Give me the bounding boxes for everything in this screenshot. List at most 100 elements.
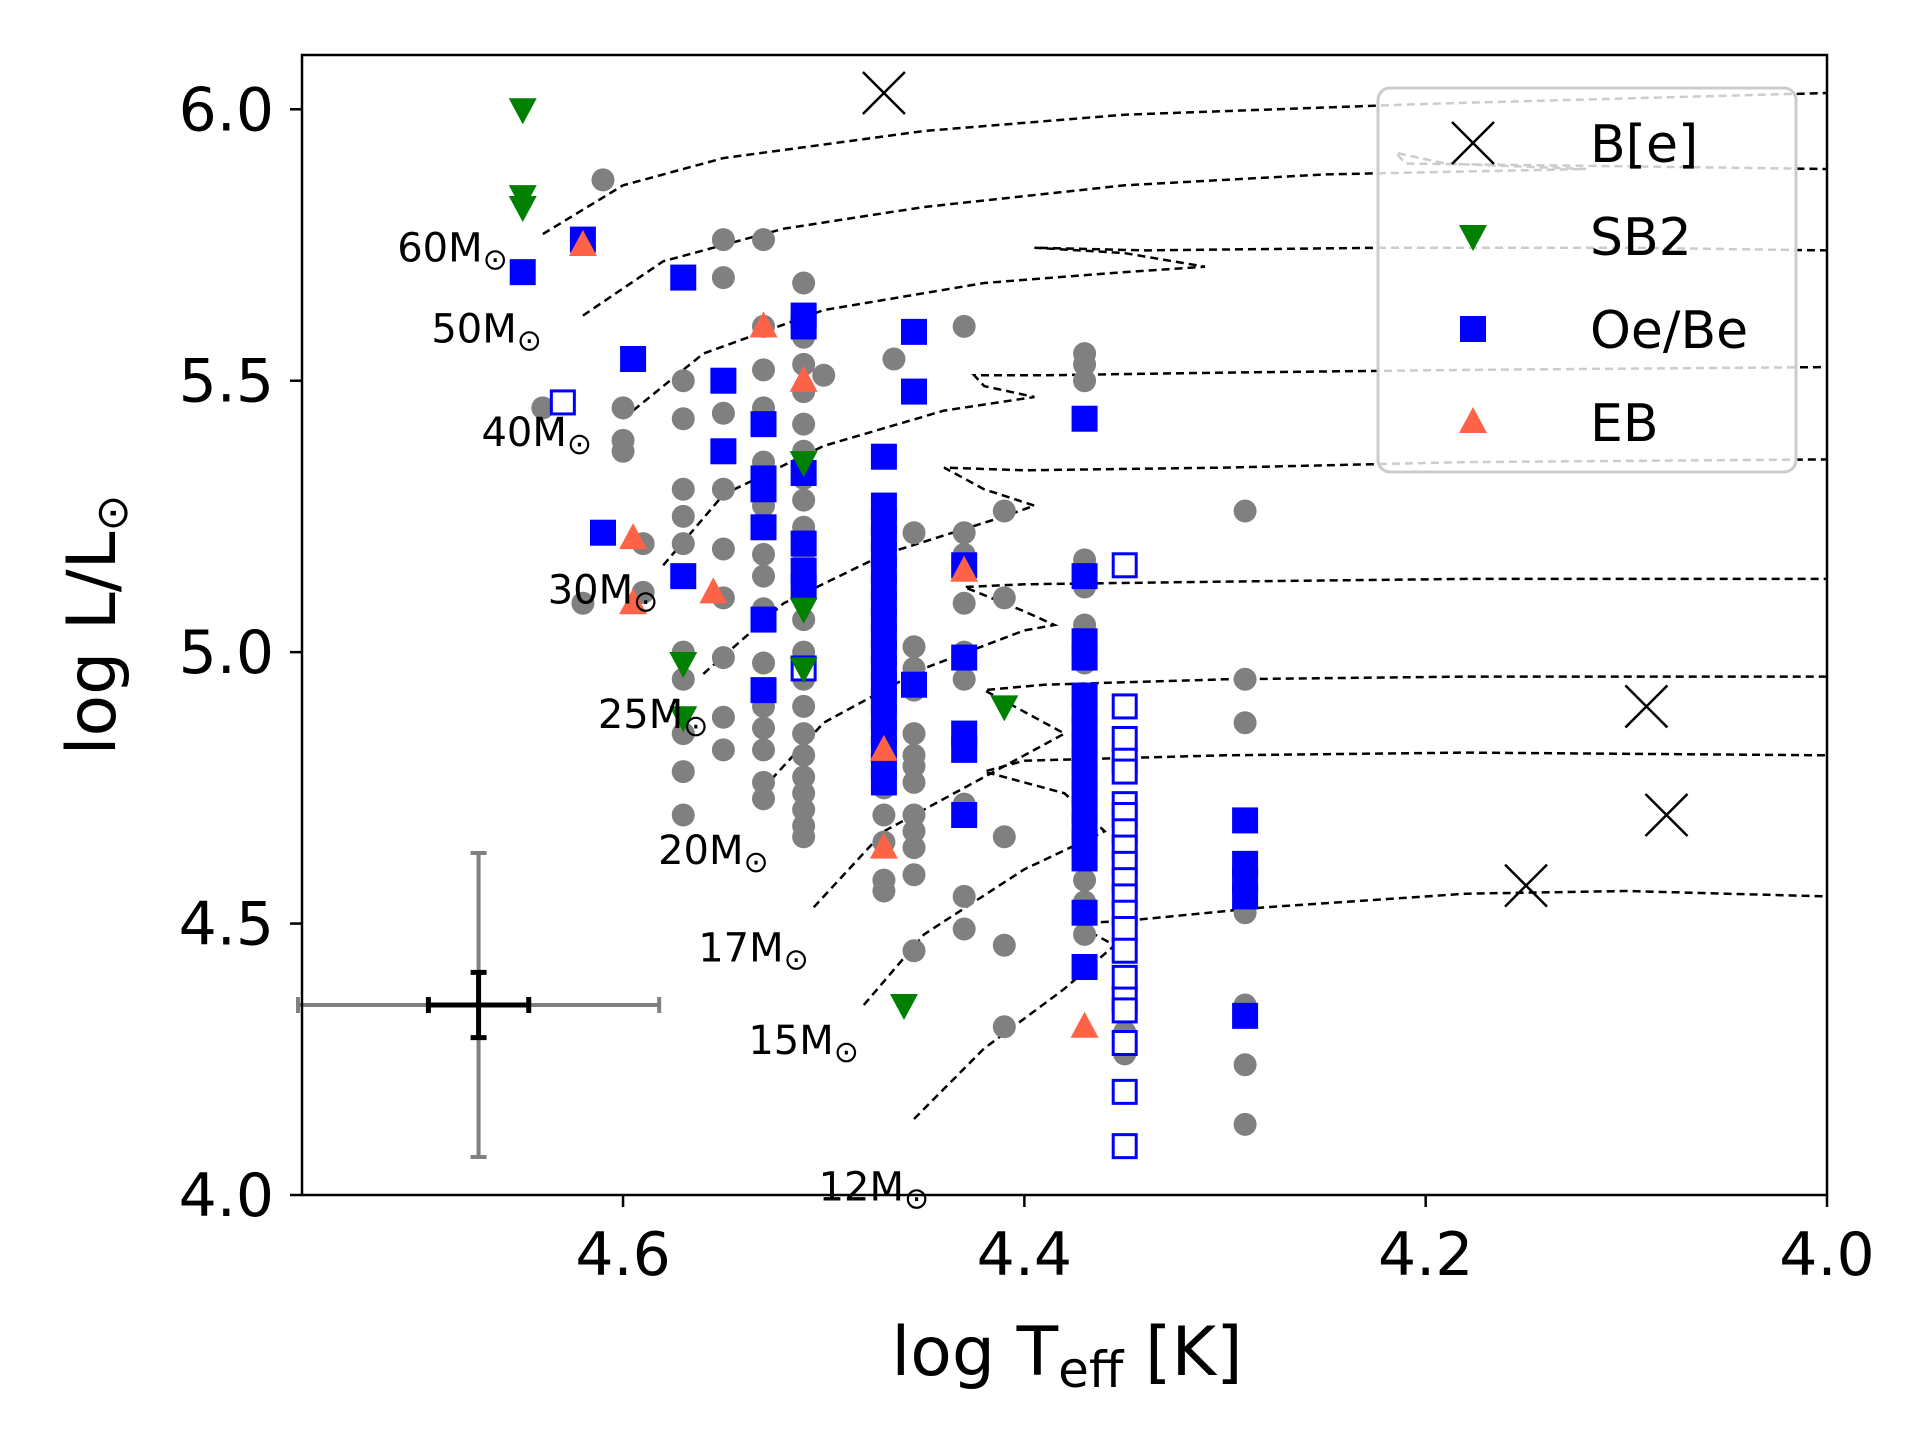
- x-tick-label: 4.6: [575, 1220, 670, 1290]
- gray-point: [792, 825, 816, 849]
- point-eb: [869, 734, 898, 761]
- y-tick-label: 4.0: [179, 1161, 274, 1231]
- legend-marker-sb2: [1459, 225, 1487, 251]
- gray-point: [792, 798, 816, 822]
- gray-point: [992, 1015, 1016, 1039]
- gray-point: [992, 499, 1016, 523]
- point-oe-be: [670, 563, 697, 590]
- point-oe-be: [750, 476, 777, 503]
- gray-point: [902, 836, 926, 860]
- point-b-e: [1624, 684, 1669, 729]
- point-eb: [1070, 1011, 1099, 1038]
- track-labels: 60M⊙ 50M⊙ 40M⊙ 30M⊙ 25M⊙ 20M⊙ 17M⊙ 15M⊙ 12M⊙: [397, 225, 929, 1216]
- gray-point: [671, 722, 695, 746]
- point-oe-be: [790, 313, 817, 340]
- gray-point: [711, 646, 735, 670]
- point-oe-be-open: [1111, 1133, 1138, 1160]
- track-label-15m: 15M⊙: [748, 1018, 859, 1070]
- gray-point: [752, 542, 776, 566]
- gray-point: [752, 770, 776, 794]
- gray-point: [952, 591, 976, 615]
- point-oe-be: [901, 318, 928, 345]
- point-b-e: [1504, 863, 1548, 908]
- point-eb: [869, 832, 898, 859]
- point-oe-be-open: [1111, 552, 1138, 579]
- gray-point: [752, 716, 776, 740]
- gray-point: [872, 803, 896, 827]
- track-label-25m: 25M⊙: [598, 692, 709, 744]
- gray-point: [792, 352, 816, 376]
- point-oe-be-open: [1111, 758, 1138, 785]
- point-sb2: [789, 597, 818, 624]
- point-oe-be-open: [1111, 1030, 1138, 1056]
- point-oe-be: [951, 736, 978, 763]
- point-oe-be: [951, 802, 978, 828]
- gray-point: [591, 168, 615, 192]
- point-eb: [749, 311, 778, 338]
- error-bar-example: [295, 851, 662, 1159]
- point-oe-be: [1071, 845, 1098, 872]
- gray-point: [952, 884, 976, 908]
- point-oe-be: [1232, 883, 1259, 910]
- error-bar-small: [425, 969, 532, 1041]
- y-axis-label: log L/L⊙: [53, 495, 138, 756]
- point-oe-be-open: [1111, 964, 1138, 991]
- gray-point: [1073, 369, 1097, 393]
- gray-point: [792, 722, 816, 746]
- gray-point: [792, 271, 816, 295]
- gray-point: [1233, 1053, 1257, 1077]
- point-b-e: [1644, 793, 1689, 837]
- point-sb2: [669, 706, 698, 733]
- track-label-50m: 50M⊙: [431, 307, 542, 359]
- track-30m: [662, 365, 1828, 567]
- legend-box: [1376, 86, 1798, 474]
- gray-point: [671, 407, 695, 431]
- gray-point: [992, 933, 1016, 957]
- point-oe-be-open: [1111, 1078, 1138, 1105]
- gray-point: [902, 754, 926, 778]
- legend-label-b-e: B[e]: [1590, 115, 1698, 175]
- point-sb2: [789, 657, 818, 684]
- gray-point: [671, 760, 695, 784]
- point-oe-be: [509, 259, 536, 286]
- track-label-60m: 60M⊙: [397, 225, 508, 277]
- gray-point: [902, 635, 926, 659]
- point-oe-be: [750, 411, 777, 438]
- x-tick-label: 4.2: [1378, 1220, 1473, 1290]
- gray-point: [1233, 499, 1257, 523]
- track-label-17m: 17M⊙: [698, 926, 809, 978]
- point-oe-be: [589, 519, 616, 546]
- y-axis-label-main: log L/L: [53, 531, 132, 755]
- x-axis-label-main: log T: [891, 1313, 1058, 1392]
- gray-point: [752, 564, 776, 588]
- gray-point: [902, 521, 926, 545]
- track-15m: [862, 751, 1828, 1006]
- legend: B[e] SB2 Oe/Be EB: [1376, 86, 1798, 474]
- gray-point: [792, 488, 816, 512]
- legend-label-oe-be: Oe/Be: [1590, 301, 1748, 361]
- gray-point: [882, 347, 906, 371]
- gray-point: [752, 358, 776, 382]
- point-eb: [950, 555, 979, 582]
- point-oe-be: [951, 644, 978, 671]
- gray-point: [902, 939, 926, 963]
- gray-point: [792, 765, 816, 789]
- legend-marker-b-e: [1451, 121, 1495, 165]
- point-eb: [619, 523, 648, 550]
- point-oe-be-open: [1111, 693, 1138, 720]
- point-oe-be-open: [549, 389, 576, 416]
- point-oe-be: [1071, 899, 1098, 926]
- gray-point: [952, 667, 976, 691]
- gray-point: [711, 401, 735, 425]
- gray-point: [671, 477, 695, 501]
- gray-point: [611, 396, 635, 420]
- point-oe-be: [620, 346, 647, 372]
- x-axis-label: log Teff [K]: [891, 1313, 1242, 1399]
- point-oe-be-open: [1111, 937, 1138, 964]
- legend-marker-oe-be: [1460, 316, 1486, 342]
- point-eb: [789, 365, 818, 392]
- point-oe-be: [790, 530, 817, 557]
- gray-point: [611, 439, 635, 463]
- gray-point: [711, 738, 735, 762]
